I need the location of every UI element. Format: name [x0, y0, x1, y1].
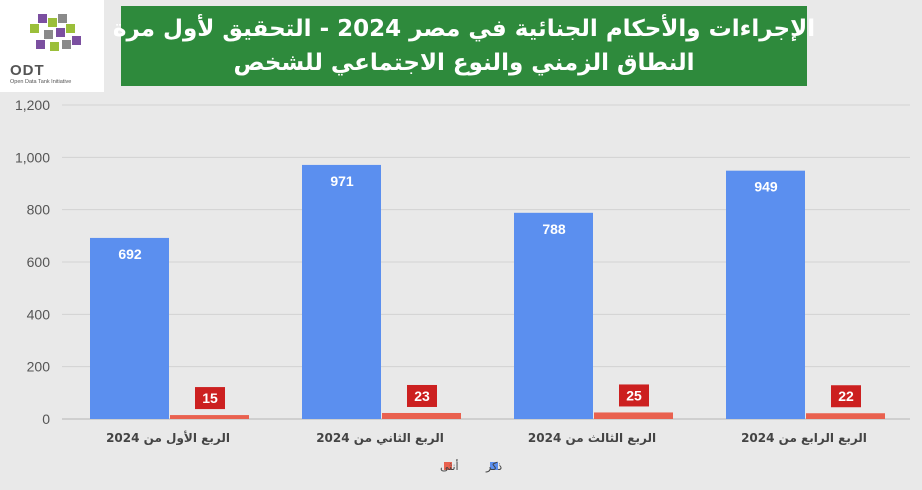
legend-swatch-male	[490, 462, 498, 470]
logo-subtitle: Open Data Tank Initiative	[10, 79, 72, 85]
x-category-label: الربع الثاني من 2024	[316, 431, 444, 445]
y-tick-label: 600	[27, 254, 51, 270]
data-label-box-female	[407, 384, 437, 407]
y-tick-label: 800	[27, 202, 51, 218]
y-tick-label: 0	[42, 411, 50, 427]
data-label-male: 692	[118, 246, 142, 262]
bar-male	[514, 212, 593, 419]
y-tick-label: 1,000	[15, 149, 50, 165]
data-label-male: 971	[330, 173, 354, 189]
data-label-female: 23	[414, 388, 430, 404]
x-category-label: الربع الأول من 2024	[106, 430, 230, 446]
y-tick-label: 400	[27, 306, 51, 322]
data-label-box-female	[619, 384, 649, 407]
bar-female	[594, 412, 673, 419]
data-label-male: 788	[542, 221, 566, 237]
bar-male	[90, 237, 169, 419]
data-label-female: 15	[202, 390, 218, 406]
axes: 0 200 400 600 800 1,000 1,200 الربع الأول من 20…	[15, 97, 867, 446]
bar-male	[726, 170, 805, 419]
y-tick-label: 1,200	[15, 97, 50, 113]
legend-label-female: أنثى	[440, 459, 459, 473]
bar-male	[302, 164, 381, 419]
data-label-box-female	[195, 387, 225, 410]
bar-female	[806, 413, 885, 419]
data-label-box-female	[831, 385, 861, 408]
odt-logo: ODT Open Data Tank Initiative	[0, 0, 104, 92]
chart-title-line-1: الإجراءات والأحكام الجنائية في مصر 2024 …	[112, 16, 816, 42]
logo-mark-icon	[30, 14, 81, 51]
data-label-female: 22	[838, 388, 854, 404]
legend-label-male: ذكر	[485, 460, 502, 473]
data-labels: 692 15 971 23 788 25 949 22	[118, 173, 861, 410]
chart-title-line-2: النطاق الزمني والنوع الاجتماعي للشخص	[233, 50, 695, 76]
bars	[90, 164, 885, 419]
chart-title-banner: الإجراءات والأحكام الجنائية في مصر 2024 …	[113, 6, 815, 86]
data-label-male: 949	[754, 179, 778, 195]
bar-female	[170, 415, 249, 419]
x-category-label: الربع الرابع من 2024	[741, 431, 867, 445]
y-tick-label: 200	[27, 359, 51, 375]
bar-female	[382, 412, 461, 419]
data-label-female: 25	[626, 387, 642, 403]
legend-swatch-female	[444, 462, 452, 470]
legend: ذكر أنثى	[440, 459, 502, 473]
logo-text: ODT	[10, 62, 45, 79]
x-category-label: الربع الثالث من 2024	[528, 431, 656, 445]
